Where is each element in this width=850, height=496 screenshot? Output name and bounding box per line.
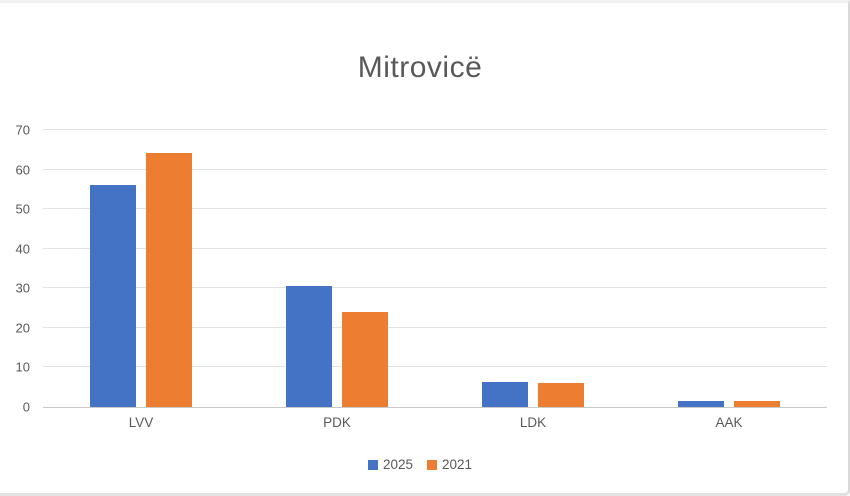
legend-item-2025: 2025 [367,457,413,472]
legend-label: 2025 [382,457,413,472]
legend-item-2021: 2021 [427,458,472,472]
x-axis-category-label: LVV [128,415,154,430]
bar-groups [43,130,827,407]
x-axis-line [43,407,827,408]
bar-aak-2021 [734,400,780,407]
x-axis-category-label: AAK [715,415,743,430]
plot-area [43,129,827,408]
bar-aak-2025 [678,401,724,407]
y-axis-tick-label: 30 [15,280,30,296]
bar-group-pdk [239,130,435,407]
gridline [43,366,827,368]
bar-lvv-2025 [90,185,136,407]
bar-ldk-2021 [538,382,584,407]
legend-label: 2021 [442,457,473,472]
y-axis-tick-label: 10 [15,359,30,375]
y-axis-tick-label: 70 [15,122,30,138]
y-axis-tick-label: 0 [22,399,30,415]
bar-ldk-2025 [482,382,528,407]
y-axis-tick-label: 60 [15,162,30,178]
x-axis-category-label: LDK [519,415,547,430]
bar-group-ldk [435,130,631,407]
chart-title: Mitrovicë [357,51,483,84]
gridline [43,168,827,170]
bar-pdk-2025 [286,285,332,407]
gridline [43,208,827,210]
legend: 2025 2021 [0,458,840,472]
bar-group-lvv [43,130,239,407]
gridline [43,326,827,328]
x-axis-category-label: PDK [323,415,351,430]
legend-swatch-2021 [427,459,437,470]
bar-pdk-2021 [342,311,388,407]
x-axis-labels: LVV PDK LDK AAK [43,415,827,431]
y-axis: 0 10 20 30 40 50 60 70 [0,124,30,414]
bar-group-aak [631,130,827,407]
gridline [43,247,827,249]
y-axis-tick-label: 20 [15,320,30,336]
bar-lvv-2021 [146,152,192,407]
legend-swatch-2025 [367,459,378,470]
gridline [43,287,827,289]
y-axis-tick-label: 50 [15,201,30,217]
gridline [43,129,827,130]
y-axis-tick-label: 40 [15,241,30,257]
